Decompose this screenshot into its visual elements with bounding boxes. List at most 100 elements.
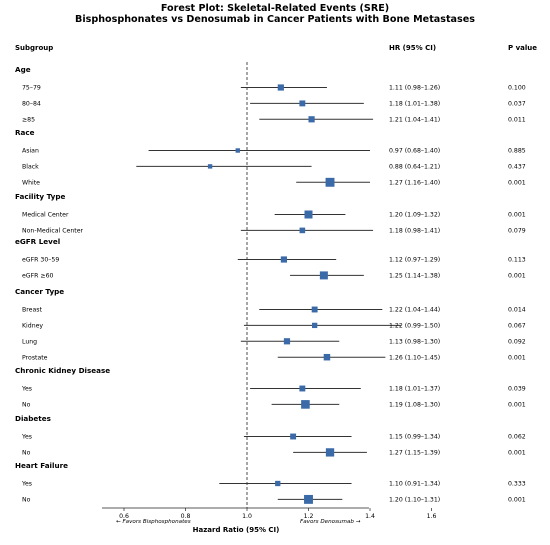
x-tick-label: 0.6 bbox=[119, 513, 129, 520]
hr-ci-text: 1.20 (1.09–1.32) bbox=[389, 212, 440, 219]
hr-ci-text: 1.15 (0.99–1.34) bbox=[389, 434, 440, 441]
row-label: No bbox=[22, 450, 31, 457]
row-label: 80–84 bbox=[22, 101, 41, 108]
p-value-text: 0.079 bbox=[508, 228, 526, 235]
hr-ci-text: 1.21 (1.04–1.41) bbox=[389, 117, 440, 124]
hr-marker bbox=[304, 210, 313, 219]
hr-ci-text: 1.19 (1.08–1.30) bbox=[389, 402, 440, 409]
hr-ci-text: 1.18 (1.01–1.37) bbox=[389, 386, 440, 393]
subgroup-heading: Heart Failure bbox=[15, 461, 68, 470]
hr-ci-text: 1.25 (1.14–1.38) bbox=[389, 273, 440, 280]
plot-area: Age Race Facility Type eGFR Level Cancer Typ… bbox=[15, 62, 526, 520]
row-label: Breast bbox=[22, 307, 42, 314]
hr-marker bbox=[304, 494, 313, 504]
row-label: No bbox=[22, 497, 31, 504]
chart-title-line1: Forest Plot: Skeletal-Related Events (SR… bbox=[161, 3, 389, 14]
row-label: Medical Center bbox=[22, 212, 69, 219]
p-value-text: 0.014 bbox=[508, 307, 526, 314]
subgroup-heading: Cancer Type bbox=[15, 287, 64, 296]
p-value-text: 0.039 bbox=[508, 386, 526, 393]
row-label: Yes bbox=[21, 386, 32, 393]
hr-marker bbox=[311, 306, 318, 313]
favors-left-note: ← Favors Bisphosphonates bbox=[116, 519, 191, 525]
row-label: Yes bbox=[21, 481, 32, 488]
hr-ci-text: 1.18 (0.98–1.41) bbox=[389, 228, 440, 235]
row-label: Lung bbox=[22, 339, 37, 346]
hr-marker bbox=[325, 448, 335, 457]
row-label: Kidney bbox=[22, 323, 43, 330]
row-label: ≥85 bbox=[22, 117, 35, 124]
chart-title-line2: Bisphosphonates vs Denosumab in Cancer P… bbox=[75, 14, 475, 25]
subgroup-heading: Chronic Kidney Disease bbox=[15, 366, 110, 375]
hr-marker bbox=[301, 400, 310, 409]
hr-ci-text: 1.18 (1.01–1.38) bbox=[389, 101, 440, 108]
hr-marker bbox=[277, 84, 284, 91]
hr-marker bbox=[299, 227, 306, 234]
p-value-text: 0.113 bbox=[508, 257, 526, 264]
header-p: P value bbox=[508, 44, 537, 52]
row-label: White bbox=[22, 180, 40, 187]
hr-ci-text: 1.20 (1.10–1.31) bbox=[389, 497, 440, 504]
hr-marker bbox=[280, 256, 287, 263]
hr-marker bbox=[325, 177, 335, 187]
hr-marker bbox=[235, 148, 240, 153]
x-tick-label: 1.6 bbox=[427, 513, 437, 520]
x-tick-label: 1.2 bbox=[304, 513, 314, 520]
row-label: Non-Medical Center bbox=[22, 228, 84, 235]
p-value-text: 0.001 bbox=[508, 354, 526, 361]
p-value-text: 0.100 bbox=[508, 85, 526, 92]
p-value-text: 0.037 bbox=[508, 101, 526, 108]
hr-ci-text: 1.27 (1.16–1.40) bbox=[389, 180, 440, 187]
hr-ci-text: 1.22 (0.99–1.50) bbox=[389, 323, 440, 330]
row-label: Prostate bbox=[22, 354, 48, 361]
hr-ci-text: 1.26 (1.10–1.45) bbox=[389, 354, 440, 361]
hr-marker bbox=[299, 100, 306, 107]
subgroup-heading: Facility Type bbox=[15, 192, 65, 201]
hr-ci-text: 1.12 (0.97–1.29) bbox=[389, 257, 440, 264]
x-axis-label: Hazard Ratio (95% CI) bbox=[193, 526, 280, 534]
p-value-text: 0.001 bbox=[508, 212, 526, 219]
p-value-text: 0.001 bbox=[508, 402, 526, 409]
p-value-text: 0.001 bbox=[508, 180, 526, 187]
hr-ci-text: 1.27 (1.15–1.39) bbox=[389, 450, 440, 457]
header-subgroup: Subgroup bbox=[15, 44, 53, 52]
row-label: Yes bbox=[21, 434, 32, 441]
p-value-text: 0.885 bbox=[508, 148, 526, 155]
row-label: eGFR 30–59 bbox=[22, 257, 59, 264]
header-hr: HR (95% CI) bbox=[389, 44, 436, 52]
hr-ci-text: 1.11 (0.98–1.26) bbox=[389, 85, 440, 92]
hr-marker bbox=[312, 322, 318, 329]
hr-marker bbox=[319, 271, 328, 280]
p-value-text: 0.011 bbox=[508, 117, 526, 124]
hr-marker bbox=[275, 480, 281, 487]
row-label: Asian bbox=[22, 148, 39, 155]
hr-marker bbox=[207, 164, 213, 169]
row-label: eGFR ≥60 bbox=[22, 273, 54, 280]
hr-ci-text: 1.13 (0.98–1.30) bbox=[389, 339, 440, 346]
hr-ci-text: 1.22 (1.04–1.44) bbox=[389, 307, 440, 314]
p-value-text: 0.062 bbox=[508, 434, 526, 441]
p-value-text: 0.437 bbox=[508, 164, 526, 171]
hr-ci-text: 0.97 (0.68–1.40) bbox=[389, 148, 440, 155]
hr-marker bbox=[283, 338, 291, 345]
hr-marker bbox=[308, 116, 315, 123]
row-label: Black bbox=[22, 164, 39, 171]
p-value-text: 0.001 bbox=[508, 497, 526, 504]
x-tick-label: 0.8 bbox=[181, 513, 191, 520]
p-value-text: 0.333 bbox=[508, 481, 526, 488]
x-tick-label: 1.4 bbox=[365, 513, 375, 520]
x-tick-label: 1.0 bbox=[242, 513, 252, 520]
p-value-text: 0.001 bbox=[508, 450, 526, 457]
favors-right-note: Favors Denosumab → bbox=[300, 519, 361, 525]
p-value-text: 0.092 bbox=[508, 339, 526, 346]
row-label: No bbox=[22, 402, 31, 409]
hr-marker bbox=[290, 433, 297, 440]
p-value-text: 0.001 bbox=[508, 273, 526, 280]
hr-ci-text: 0.88 (0.64–1.21) bbox=[389, 164, 440, 171]
row-label: 75–79 bbox=[22, 85, 41, 92]
p-value-text: 0.067 bbox=[508, 323, 526, 330]
subgroup-heading: Age bbox=[15, 65, 31, 74]
hr-ci-text: 1.10 (0.91–1.34) bbox=[389, 481, 440, 488]
subgroup-heading: Race bbox=[15, 128, 35, 137]
